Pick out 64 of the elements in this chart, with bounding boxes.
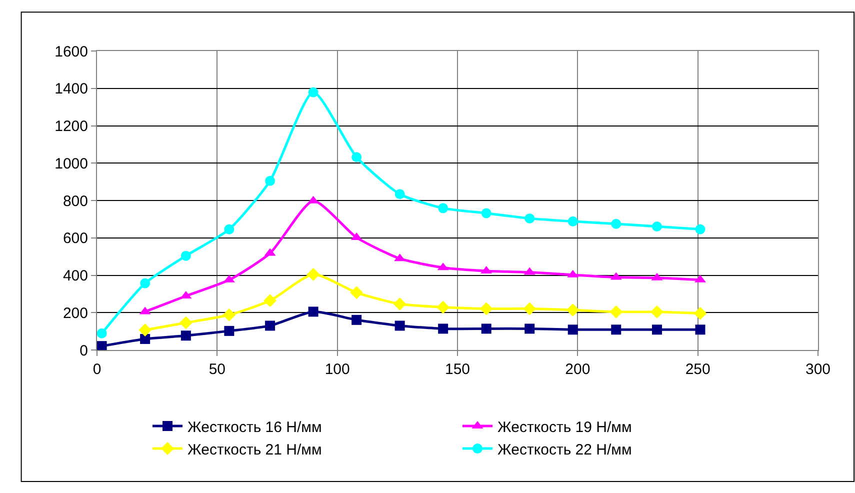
legend-label: Жесткость 22 Н/мм — [498, 441, 632, 458]
legend-label: Жесткость 16 Н/мм — [188, 418, 322, 436]
point — [224, 326, 234, 336]
x-tick-label: 150 — [444, 361, 470, 378]
x-tick-label: 300 — [805, 361, 831, 378]
y-tick-label: 800 — [62, 192, 88, 210]
point — [180, 330, 191, 341]
point — [695, 324, 706, 335]
point — [394, 189, 405, 200]
point — [524, 324, 535, 334]
point — [224, 224, 234, 234]
point — [97, 341, 107, 350]
point — [481, 208, 492, 218]
point — [308, 87, 318, 98]
x-tick-label: 250 — [685, 361, 710, 378]
point — [308, 306, 318, 317]
point — [568, 216, 578, 226]
x-tick-label: 0 — [92, 361, 102, 378]
y-tick-label: 1400 — [54, 80, 88, 98]
y-tick-label: 400 — [62, 268, 88, 284]
point — [436, 300, 450, 314]
point — [566, 304, 580, 317]
point — [611, 218, 622, 229]
point — [610, 305, 623, 318]
point — [140, 278, 150, 288]
point — [523, 302, 536, 316]
point — [393, 298, 406, 311]
point — [265, 320, 276, 331]
point — [140, 334, 150, 344]
point — [264, 294, 277, 308]
point — [652, 324, 662, 335]
point — [438, 324, 448, 334]
x-tick-label: 100 — [324, 361, 350, 378]
point — [352, 314, 362, 325]
point — [394, 320, 405, 331]
point — [97, 328, 107, 338]
point — [480, 302, 493, 316]
x-tick-label: 200 — [565, 361, 590, 378]
point — [652, 221, 662, 232]
point — [438, 203, 448, 214]
point — [694, 306, 707, 320]
y-tick-label: 0 — [80, 342, 88, 360]
point — [650, 305, 664, 318]
legend-label: Жесткость 19 Н/мм — [498, 418, 632, 436]
point — [611, 324, 622, 335]
y-tick-label: 1200 — [54, 118, 88, 135]
point — [179, 316, 192, 330]
point — [352, 152, 362, 162]
y-tick-label: 200 — [62, 304, 88, 322]
y-tick-label: 1000 — [54, 155, 88, 172]
point — [350, 286, 364, 300]
point — [306, 268, 320, 281]
point — [265, 176, 276, 186]
legend-label: Жесткость 21 Н/мм — [188, 441, 322, 458]
point — [481, 324, 492, 334]
point — [524, 213, 535, 224]
point — [180, 250, 191, 261]
y-tick-label: 1600 — [54, 43, 88, 60]
point — [695, 224, 706, 234]
point — [222, 308, 236, 322]
y-tick-label: 600 — [62, 230, 88, 248]
point — [138, 324, 152, 336]
point — [568, 324, 578, 335]
x-tick-label: 50 — [208, 361, 226, 378]
